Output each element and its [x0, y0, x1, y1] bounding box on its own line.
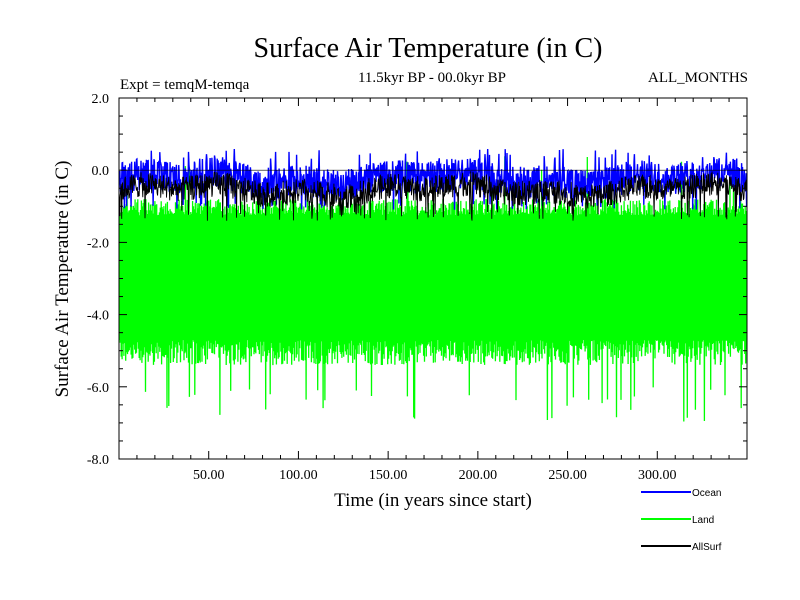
x-axis-label: Time (in years since start) [334, 490, 532, 511]
y-tick-label: -6.0 [87, 381, 109, 396]
legend-label-ocean: Ocean [692, 488, 721, 499]
chart-title: Surface Air Temperature (in C) [254, 33, 603, 64]
y-tick-label: -2.0 [87, 236, 109, 251]
y-tick-label: 0.0 [92, 164, 110, 179]
legend-label-allsurf: AllSurf [692, 542, 722, 553]
legend-label-land: Land [692, 515, 714, 526]
y-tick-label: 2.0 [92, 92, 110, 107]
months-label: ALL_MONTHS [648, 70, 748, 86]
x-tick-label: 200.00 [459, 468, 498, 483]
plot-area [119, 148, 747, 422]
x-tick-label: 150.00 [369, 468, 408, 483]
x-tick-label: 250.00 [548, 468, 587, 483]
y-tick-label: -4.0 [87, 309, 109, 324]
chart-subtitle: 11.5kyr BP - 00.0kyr BP [358, 70, 506, 86]
axes: 50.00 100.00 150.00 200.00 250.00 300.00 2.0 0.… [87, 92, 747, 483]
x-tick-label: 100.00 [279, 468, 318, 483]
x-tick-label: 300.00 [638, 468, 677, 483]
series-line-ocean [119, 148, 747, 210]
x-tick-label: 50.00 [193, 468, 225, 483]
legend: Ocean Land AllSurf [641, 488, 722, 553]
y-axis-label: Surface Air Temperature (in C) [52, 161, 73, 398]
series-line-allsurf [119, 171, 747, 221]
y-tick-label: -8.0 [87, 453, 109, 468]
experiment-label: Expt = temqM-temqa [120, 77, 250, 93]
